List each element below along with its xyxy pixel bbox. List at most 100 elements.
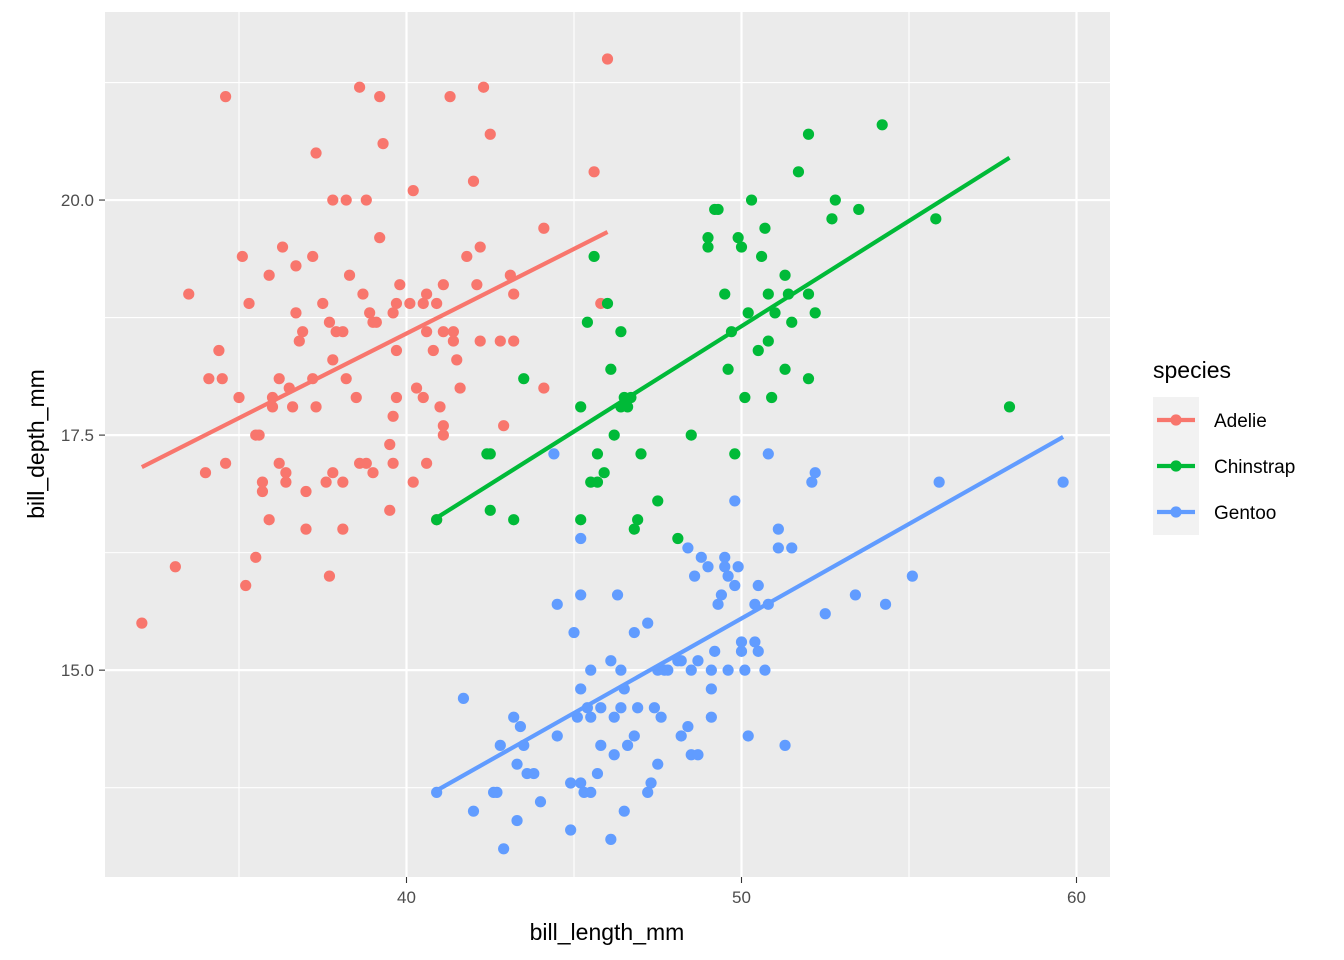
point-gentoo: [511, 758, 523, 770]
point-gentoo: [605, 655, 617, 667]
point-gentoo: [591, 767, 604, 780]
point-adelie: [484, 128, 496, 140]
point-adelie: [357, 288, 369, 300]
point-gentoo: [528, 767, 540, 780]
point-gentoo: [565, 824, 577, 836]
point-adelie: [317, 297, 329, 310]
fit-line-adelie: [140, 230, 609, 469]
point-chinstrap: [601, 297, 614, 310]
point-gentoo: [622, 739, 634, 751]
point-adelie: [370, 316, 382, 328]
point-gentoo: [729, 495, 741, 507]
point-adelie: [437, 429, 449, 441]
point-adelie: [256, 476, 269, 488]
point-adelie: [250, 551, 262, 563]
point-adelie: [320, 476, 332, 488]
point-adelie: [220, 457, 232, 469]
point-adelie: [367, 467, 379, 479]
y-tick-label: 15.0: [61, 661, 94, 680]
point-gentoo: [648, 702, 661, 714]
point-chinstrap: [581, 316, 594, 328]
point-chinstrap: [786, 316, 798, 328]
point-gentoo: [752, 645, 764, 657]
point-adelie: [300, 523, 312, 535]
point-gentoo: [534, 796, 547, 808]
point-chinstrap: [762, 288, 774, 300]
point-adelie: [240, 579, 252, 592]
point-gentoo: [498, 843, 510, 855]
point-chinstrap: [735, 241, 748, 253]
point-chinstrap: [702, 232, 714, 244]
point-gentoo: [712, 598, 724, 610]
point-gentoo: [615, 702, 627, 714]
point-chinstrap: [762, 335, 774, 347]
point-adelie: [253, 429, 265, 441]
point-adelie: [280, 467, 292, 479]
point-gentoo: [585, 664, 597, 676]
point-gentoo: [742, 730, 754, 742]
point-adelie: [437, 326, 449, 338]
legend-key-point: [1170, 506, 1182, 518]
point-adelie: [601, 53, 614, 65]
point-gentoo: [575, 683, 587, 695]
point-gentoo: [722, 570, 734, 582]
point-adelie: [327, 194, 339, 206]
point-adelie: [461, 250, 473, 263]
point-chinstrap: [722, 363, 734, 375]
point-adelie: [340, 194, 352, 206]
point-adelie: [216, 373, 228, 385]
point-gentoo: [772, 542, 784, 554]
point-gentoo: [615, 664, 627, 676]
point-gentoo: [565, 777, 577, 789]
point-gentoo: [705, 711, 717, 723]
point-adelie: [340, 373, 352, 385]
point-chinstrap: [605, 363, 617, 375]
point-adelie: [474, 335, 486, 347]
point-adelie: [323, 570, 336, 582]
point-gentoo: [494, 739, 506, 751]
point-adelie: [387, 307, 399, 319]
point-chinstrap: [588, 250, 600, 263]
point-adelie: [390, 391, 403, 404]
legend-key-point: [1170, 460, 1182, 472]
point-gentoo: [632, 702, 644, 714]
point-gentoo: [611, 589, 624, 601]
point-adelie: [220, 91, 232, 103]
point-adelie: [276, 241, 289, 253]
point-adelie: [354, 81, 366, 93]
x-tick-label: 40: [397, 888, 416, 907]
point-chinstrap: [632, 514, 644, 526]
point-chinstrap: [930, 213, 942, 225]
point-chinstrap: [745, 194, 758, 206]
fit-line-chinstrap: [435, 155, 1011, 520]
point-chinstrap: [719, 288, 731, 300]
point-adelie: [233, 391, 245, 404]
data-points: [136, 53, 1069, 855]
point-gentoo: [682, 720, 694, 733]
point-gentoo: [729, 579, 741, 592]
point-chinstrap: [518, 373, 530, 385]
point-chinstrap: [779, 269, 791, 281]
point-adelie: [280, 476, 292, 488]
point-chinstrap: [591, 448, 604, 460]
point-gentoo: [575, 777, 587, 789]
point-chinstrap: [829, 194, 841, 206]
point-adelie: [243, 297, 255, 310]
point-chinstrap: [685, 429, 697, 441]
point-chinstrap: [876, 119, 888, 131]
point-chinstrap: [766, 391, 778, 404]
point-adelie: [417, 297, 429, 310]
point-chinstrap: [802, 128, 815, 140]
point-gentoo: [705, 664, 717, 676]
point-gentoo: [655, 711, 667, 723]
point-adelie: [290, 307, 302, 319]
point-gentoo: [809, 467, 821, 479]
point-adelie: [337, 476, 349, 488]
point-gentoo: [642, 617, 654, 629]
point-adelie: [337, 523, 349, 535]
point-adelie: [384, 438, 396, 451]
point-gentoo: [759, 664, 771, 676]
point-adelie: [374, 91, 386, 103]
point-adelie: [437, 279, 449, 291]
point-adelie: [390, 344, 403, 357]
